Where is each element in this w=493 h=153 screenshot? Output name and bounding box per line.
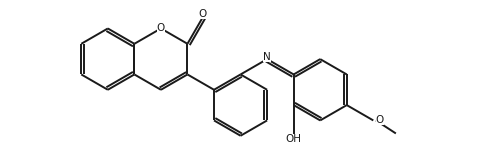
Text: O: O — [157, 23, 165, 34]
Text: N: N — [263, 52, 271, 62]
Text: O: O — [199, 9, 207, 19]
Text: OH: OH — [285, 134, 302, 144]
Text: O: O — [376, 115, 384, 125]
